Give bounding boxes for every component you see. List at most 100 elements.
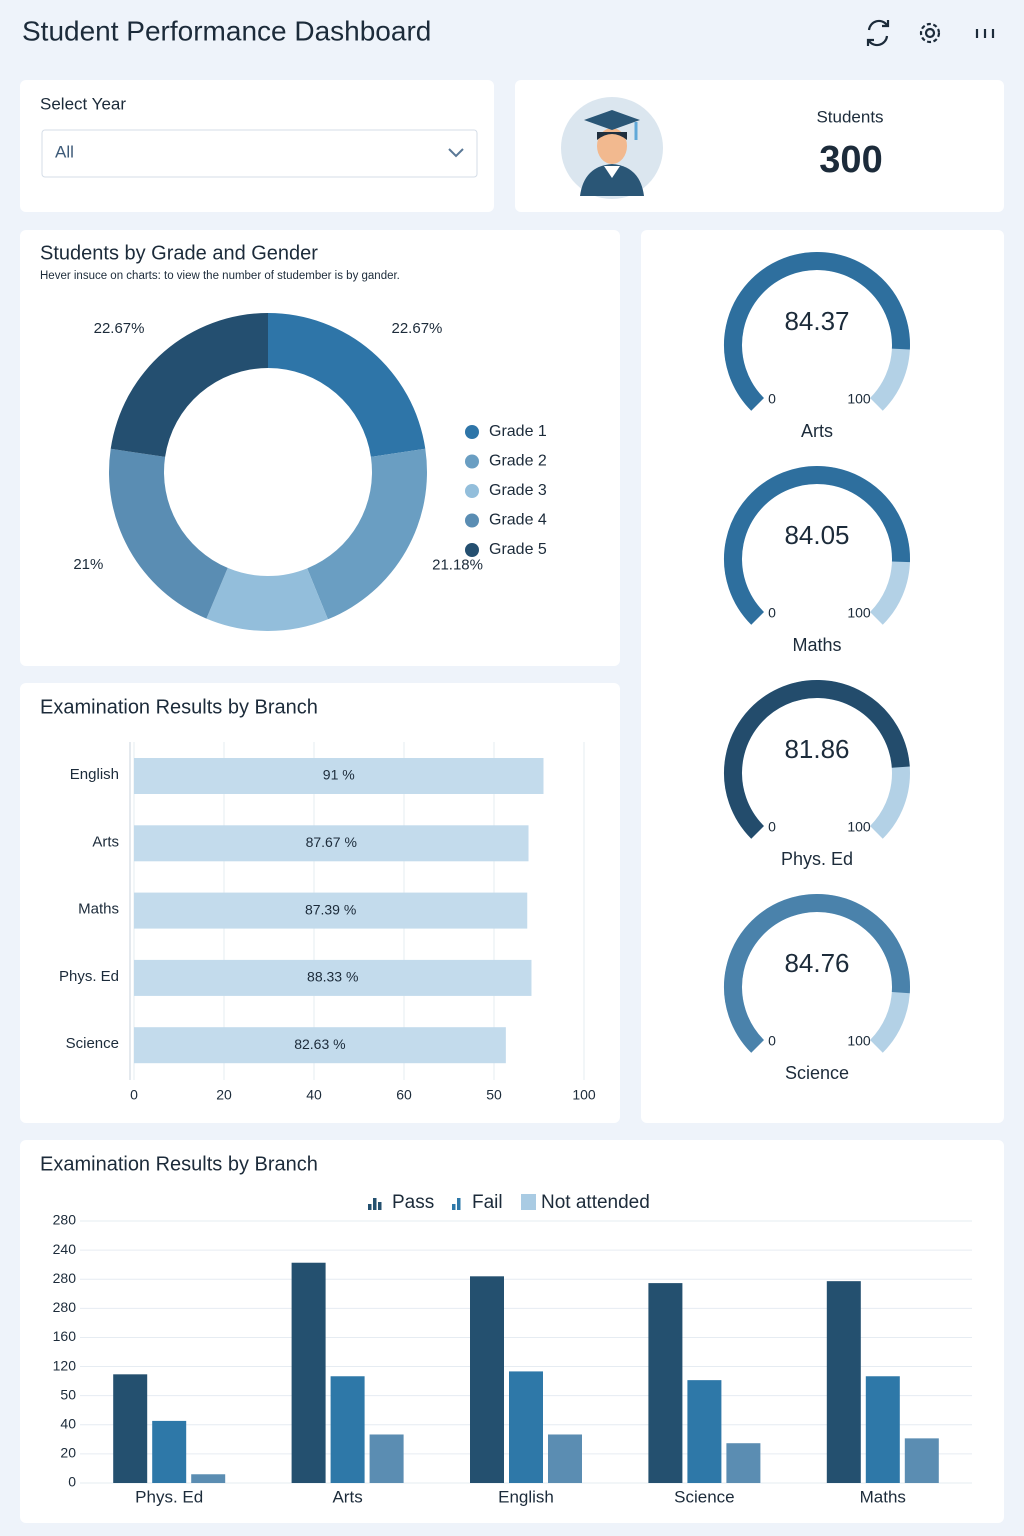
legend-swatch <box>465 543 479 557</box>
avatar-hair <box>597 132 627 140</box>
filter-label: Select Year <box>40 94 126 113</box>
gauge-max: 100 <box>847 605 871 621</box>
donut-segment <box>268 313 426 457</box>
y-tick-label: Arts <box>92 833 119 850</box>
dropdown-value: All <box>55 142 74 161</box>
x-tick-label: Arts <box>332 1487 362 1506</box>
gauge-min: 0 <box>768 391 776 407</box>
bar <box>134 825 529 862</box>
legend-label: Grade 2 <box>489 453 547 470</box>
data-label: 22.67% <box>392 320 443 337</box>
y-tick-label: 40 <box>60 1415 76 1431</box>
bar <box>113 1374 148 1483</box>
donut-segment <box>307 448 427 620</box>
gauge-name: Phys. Ed <box>781 849 853 869</box>
x-tick-label: 20 <box>216 1087 232 1103</box>
x-tick-label: Phys. Ed <box>135 1487 203 1506</box>
chart-title: Examination Results by Branch <box>40 1153 318 1175</box>
y-tick-label: 120 <box>53 1357 77 1373</box>
legend-icon <box>373 1198 377 1210</box>
gauge-value-arc <box>724 252 910 411</box>
legend-icon <box>452 1204 456 1210</box>
avatar-face <box>597 128 627 164</box>
x-tick-label: 0 <box>130 1087 138 1103</box>
dropdown-chevron <box>448 148 464 158</box>
bar <box>865 1376 900 1483</box>
legend-label: Grade 3 <box>489 482 547 499</box>
legend-icon <box>368 1204 372 1210</box>
bar <box>134 758 544 794</box>
donut-segment <box>110 313 268 457</box>
legend-swatch <box>465 484 479 498</box>
gauge-value: 84.37 <box>784 306 849 336</box>
gauge-name: Science <box>785 1063 849 1083</box>
legend-icon <box>521 1194 536 1210</box>
data-label: 21.18% <box>432 557 483 574</box>
legend-swatch <box>465 454 479 469</box>
page-title: Student Performance Dashboard <box>22 15 431 46</box>
bar <box>509 1371 543 1483</box>
gauge-min: 0 <box>768 819 776 835</box>
x-tick-label: 60 <box>396 1087 412 1103</box>
bar <box>687 1380 722 1483</box>
donut-segment <box>206 567 328 632</box>
bar <box>726 1443 761 1483</box>
gauge-name: Maths <box>792 635 841 655</box>
data-label: 82.63 % <box>294 1036 345 1052</box>
legend-label: Grade 4 <box>489 512 547 529</box>
avatar-body <box>580 164 644 196</box>
vbar-card <box>20 1140 1004 1523</box>
legend-label: Not attended <box>541 1192 650 1213</box>
x-tick-label: Science <box>674 1487 734 1506</box>
y-tick-label: 280 <box>53 1270 77 1286</box>
data-label: 87.39 % <box>305 901 356 917</box>
legend-swatch <box>465 425 479 439</box>
bar <box>134 1027 506 1064</box>
y-tick-label: 280 <box>53 1212 77 1228</box>
menu-icon[interactable] <box>975 29 995 38</box>
y-tick-label: 50 <box>60 1386 76 1402</box>
legend-icon <box>378 1202 382 1210</box>
legend-label: Pass <box>392 1192 434 1213</box>
x-tick-label: English <box>498 1487 554 1506</box>
gear-inner <box>924 27 936 39</box>
legend-label: Fail <box>472 1192 503 1213</box>
avatar-cap <box>584 110 640 130</box>
refresh-arrow <box>866 20 890 46</box>
bar <box>648 1283 683 1483</box>
chart-title: Examination Results by Branch <box>40 696 318 718</box>
y-tick-label: 0 <box>68 1474 76 1490</box>
bar <box>330 1376 365 1483</box>
bar <box>826 1281 861 1483</box>
gauge-max: 100 <box>847 819 871 835</box>
bar <box>152 1420 187 1483</box>
y-tick-label: 280 <box>53 1299 77 1315</box>
legend-icon <box>457 1198 461 1210</box>
data-label: 87.67 % <box>306 834 357 850</box>
donut-segment <box>108 448 228 619</box>
gauge-min: 0 <box>768 605 776 621</box>
bar <box>291 1262 326 1483</box>
legend-label: Grade 1 <box>489 423 547 440</box>
settings-icon[interactable] <box>919 22 941 44</box>
bar <box>134 959 532 996</box>
chart-subtitle: Hever insuce on charts: to view the numb… <box>40 270 400 282</box>
gauge-max: 100 <box>847 391 871 407</box>
refresh-icon[interactable] <box>866 19 890 47</box>
student-avatar <box>561 97 663 199</box>
gauge-card <box>641 230 1004 1123</box>
y-tick-label: Science <box>66 1035 119 1052</box>
bar <box>548 1434 582 1483</box>
y-tick-label: Maths <box>78 901 119 918</box>
bar <box>134 892 528 929</box>
data-label: 21% <box>73 556 103 573</box>
avatar-collar <box>604 166 620 178</box>
legend-label: Grade 5 <box>489 541 547 558</box>
y-tick-label: 240 <box>53 1241 77 1257</box>
bar <box>191 1474 226 1483</box>
gauge-name: Arts <box>801 421 833 441</box>
x-tick-label: Maths <box>860 1487 906 1506</box>
year-dropdown[interactable] <box>41 129 478 178</box>
gauge-max: 100 <box>847 1033 871 1049</box>
